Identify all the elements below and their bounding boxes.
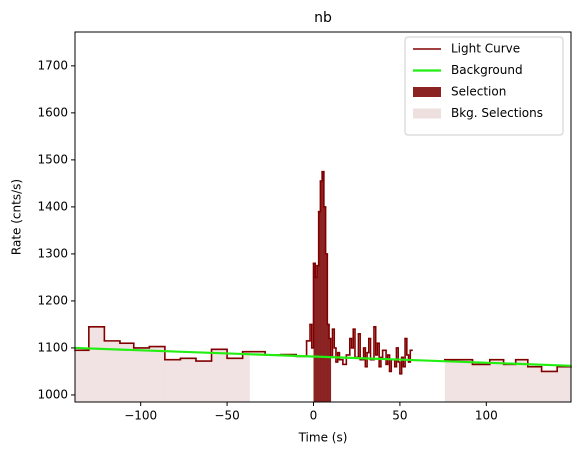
plot-frame <box>74 31 572 403</box>
x-tick-label: −50 <box>214 409 239 423</box>
legend-label: Light Curve <box>451 42 520 56</box>
y-tick-label: 1600 <box>37 105 68 119</box>
legend-label: Selection <box>451 85 506 99</box>
selection-fill <box>164 359 181 402</box>
y-axis-label: Rate (cnts/s) <box>10 179 24 255</box>
chart-title: nb <box>314 10 332 26</box>
selection-fill <box>104 340 121 402</box>
selection-fill <box>242 351 250 402</box>
x-tick-label: −100 <box>124 409 157 423</box>
selection-fill <box>320 181 323 402</box>
y-tick-label: 1500 <box>37 152 68 166</box>
selection-fill <box>119 343 135 402</box>
x-tick-label: 0 <box>310 409 318 423</box>
y-tick-label: 1300 <box>37 246 68 260</box>
selection-fill <box>541 371 558 402</box>
selection-fill <box>133 347 150 402</box>
x-tick-label: 50 <box>392 409 407 423</box>
selection-fill <box>318 211 321 402</box>
selection-fill <box>180 358 197 402</box>
selection-fill <box>316 265 319 402</box>
selection-fill <box>515 359 529 402</box>
selection-fill <box>227 358 243 402</box>
legend-label: Background <box>451 63 523 77</box>
selection-fill <box>325 253 328 402</box>
selection-fill <box>527 366 542 402</box>
selection-fill <box>149 346 166 402</box>
selection-fill <box>322 171 325 402</box>
legend-box <box>404 36 564 136</box>
selection-fill <box>195 361 212 402</box>
selection-fill <box>88 326 105 402</box>
selection-fill <box>313 263 316 402</box>
y-tick-label: 1200 <box>37 293 68 307</box>
legend-swatch <box>413 87 441 97</box>
y-tick-label: 1700 <box>37 58 68 72</box>
selection-fill <box>323 206 326 402</box>
x-axis-label: Time (s) <box>298 431 348 445</box>
selection-fill <box>444 359 473 402</box>
selection-fill <box>489 359 504 402</box>
selection-fill <box>327 324 330 402</box>
y-tick-label: 1100 <box>37 340 68 354</box>
legend-label: Bkg. Selections <box>451 106 543 120</box>
y-tick-label: 1400 <box>37 199 68 213</box>
selection-fill <box>315 277 318 402</box>
selection-fill <box>503 364 516 402</box>
selection-fill <box>329 338 332 402</box>
y-tick-label: 1000 <box>37 387 68 401</box>
background-line <box>74 346 572 367</box>
legend-swatch <box>413 108 441 119</box>
x-tick-label: 100 <box>475 409 498 423</box>
selection-fill <box>472 364 491 402</box>
selection-fill <box>211 349 228 402</box>
selection-fill <box>75 350 90 402</box>
selection-fill <box>557 366 572 402</box>
